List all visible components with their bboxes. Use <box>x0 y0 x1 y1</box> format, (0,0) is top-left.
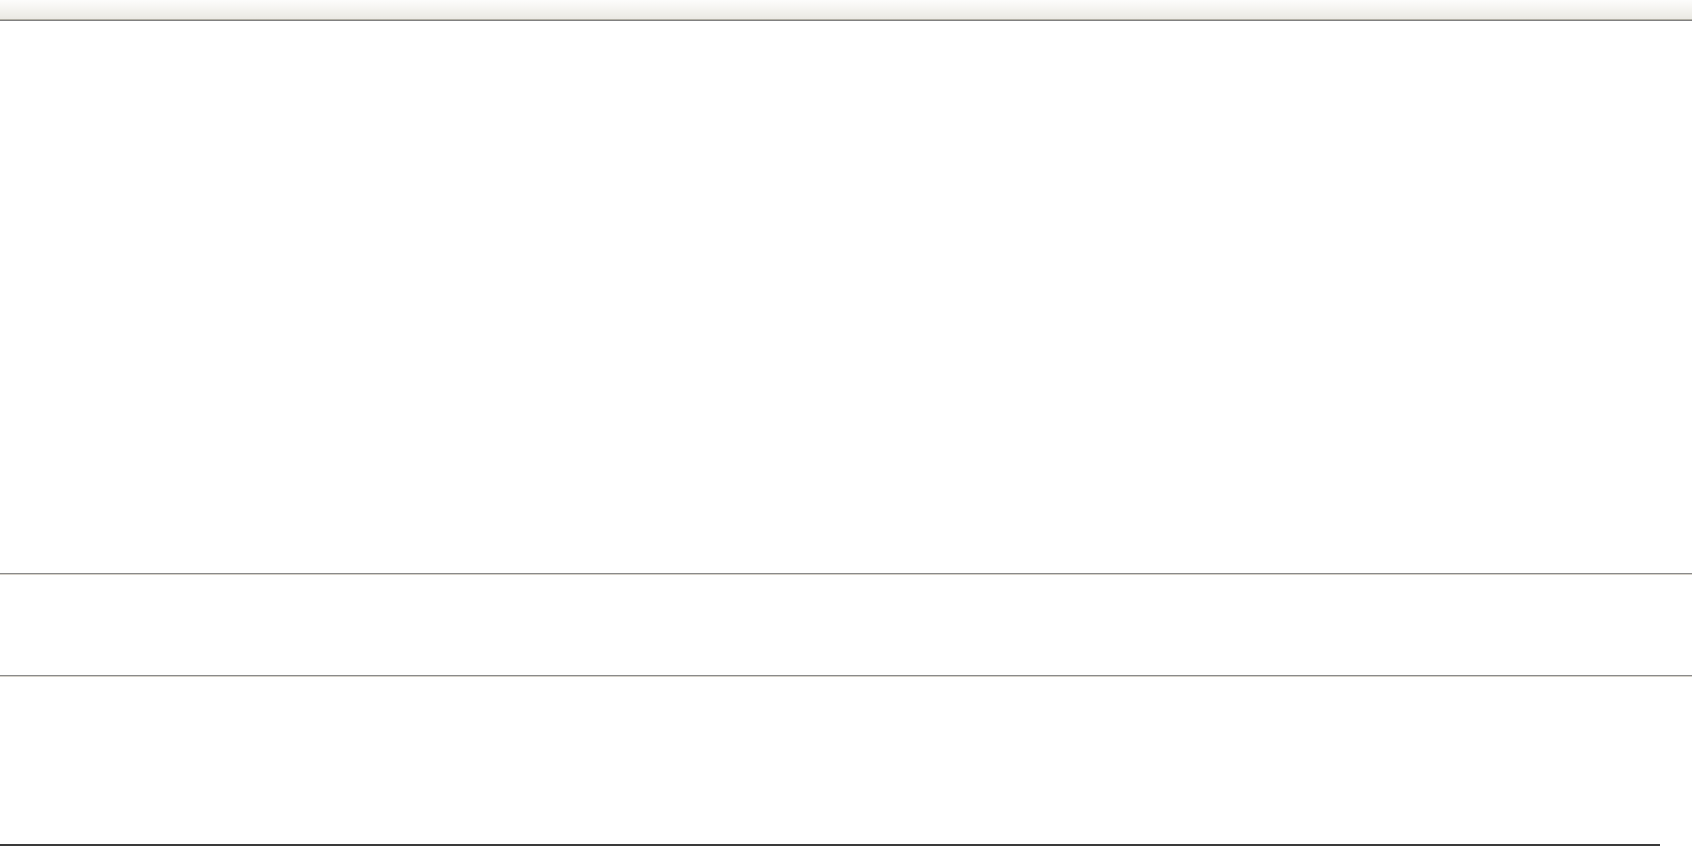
toolbar <box>0 0 1692 20</box>
rsi-panel-canvas[interactable] <box>0 677 1692 767</box>
notification-badge[interactable] <box>1670 837 1687 854</box>
time-axis[interactable] <box>0 767 1692 791</box>
main-chart-canvas[interactable] <box>0 21 1692 573</box>
panel-splitter-macd[interactable] <box>0 573 1692 575</box>
panel-splitter-rsi[interactable] <box>0 675 1692 677</box>
macd-panel-canvas[interactable] <box>0 575 1692 675</box>
window-bottom-border <box>0 844 1660 846</box>
chart-window <box>0 20 1692 858</box>
